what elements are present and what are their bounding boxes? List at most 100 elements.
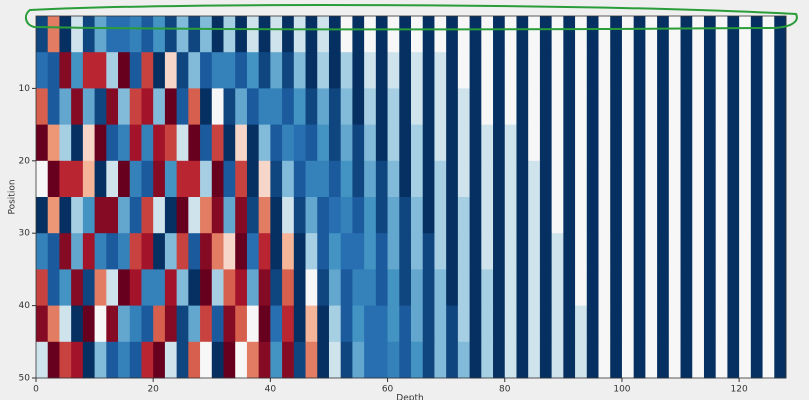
heatmap-cell xyxy=(516,88,529,125)
heatmap-cell xyxy=(516,52,529,89)
heatmap-cell xyxy=(305,16,318,53)
heatmap-cell xyxy=(516,305,529,343)
heatmap-cell xyxy=(235,88,248,125)
heatmap-cell xyxy=(258,16,271,53)
heatmap-cell xyxy=(481,305,494,343)
heatmap-cell xyxy=(539,269,553,306)
heatmap-cell xyxy=(375,305,388,343)
heatmap-cell xyxy=(469,124,482,162)
heatmap-cell xyxy=(352,16,365,53)
heatmap-cell xyxy=(317,233,330,270)
heatmap-cell xyxy=(750,197,763,234)
heatmap-cell xyxy=(293,16,306,53)
heatmap-cell xyxy=(668,305,681,343)
heatmap-cell xyxy=(645,88,658,125)
heatmap-cell xyxy=(493,341,506,379)
heatmap-cell xyxy=(223,52,236,89)
heatmap-cell xyxy=(129,160,142,198)
heatmap-cell xyxy=(270,269,283,306)
heatmap-cell xyxy=(457,197,470,234)
heatmap-cell xyxy=(434,197,447,234)
heatmap-cell xyxy=(633,160,646,198)
heatmap-cell xyxy=(282,305,295,343)
heatmap-cell xyxy=(762,52,775,89)
heatmap-cell xyxy=(411,160,424,198)
heatmap-cell xyxy=(305,233,318,270)
heatmap-cell xyxy=(657,16,670,53)
heatmap-cell xyxy=(575,52,588,89)
heatmap-cell xyxy=(774,124,787,162)
heatmap-cell xyxy=(223,341,236,379)
heatmap-cell xyxy=(750,305,763,343)
heatmap-cell xyxy=(422,88,435,125)
heatmap-cell xyxy=(610,124,623,162)
heatmap-cell xyxy=(727,52,740,89)
heatmap-cell xyxy=(94,197,107,234)
heatmap-cell xyxy=(645,233,658,270)
heatmap-cell xyxy=(36,88,49,125)
heatmap-cell xyxy=(610,16,623,53)
heatmap-cell xyxy=(211,88,224,125)
heatmap-cell xyxy=(211,160,224,198)
heatmap-cell xyxy=(411,16,424,53)
heatmap-cell xyxy=(200,16,213,53)
heatmap-cell xyxy=(364,305,377,343)
heatmap-cell xyxy=(106,197,119,234)
heatmap-cell xyxy=(188,52,201,89)
x-tick-label: 80 xyxy=(499,385,511,395)
heatmap-cell xyxy=(246,269,260,306)
heatmap-cell xyxy=(352,341,365,379)
heatmap-cell xyxy=(446,16,459,53)
heatmap-cell xyxy=(118,52,131,89)
heatmap-cell xyxy=(493,269,506,306)
heatmap-cell xyxy=(211,52,224,89)
heatmap-cell xyxy=(762,197,775,234)
heatmap-cell xyxy=(340,233,353,270)
heatmap-cell xyxy=(246,52,260,89)
heatmap-cell xyxy=(328,160,342,198)
heatmap-cell xyxy=(223,16,236,53)
heatmap-cell xyxy=(387,197,400,234)
heatmap-cell xyxy=(504,197,517,234)
heatmap-cell xyxy=(422,305,435,343)
heatmap-cell xyxy=(563,52,576,89)
heatmap-cell xyxy=(446,88,459,125)
heatmap-cell xyxy=(504,52,517,89)
heatmap-cell xyxy=(235,124,248,162)
heatmap-cell xyxy=(692,88,705,125)
heatmap-cell xyxy=(703,197,717,234)
heatmap-cell xyxy=(375,124,388,162)
heatmap-cell xyxy=(657,88,670,125)
heatmap-cell xyxy=(47,233,60,270)
heatmap-cell xyxy=(504,233,517,270)
heatmap-cell xyxy=(750,233,763,270)
heatmap-cell xyxy=(633,52,646,89)
heatmap-cell xyxy=(282,88,295,125)
heatmap-cell xyxy=(551,269,564,306)
heatmap-cell xyxy=(528,269,541,306)
heatmap-cell xyxy=(352,88,365,125)
heatmap-cell xyxy=(106,88,119,125)
y-tick-label: 10 xyxy=(19,84,31,94)
heatmap-cell xyxy=(164,52,178,89)
heatmap-cell xyxy=(200,197,213,234)
heatmap-cell xyxy=(633,341,646,379)
heatmap-cell xyxy=(481,341,494,379)
heatmap-cell xyxy=(516,197,529,234)
heatmap-cell xyxy=(621,124,635,162)
heatmap-cell xyxy=(621,52,635,89)
heatmap-cell xyxy=(235,16,248,53)
heatmap-cell xyxy=(774,52,787,89)
heatmap-cell xyxy=(422,233,435,270)
heatmap-cell xyxy=(94,269,107,306)
heatmap-cell xyxy=(774,341,787,379)
heatmap-cell xyxy=(328,88,342,125)
heatmap-cell xyxy=(211,341,224,379)
heatmap-cell xyxy=(364,16,377,53)
heatmap-cell xyxy=(364,341,377,379)
heatmap-cell xyxy=(539,88,553,125)
heatmap-cell xyxy=(715,269,728,306)
heatmap-cell xyxy=(575,160,588,198)
heatmap-cell xyxy=(399,269,412,306)
heatmap-cell xyxy=(586,233,599,270)
